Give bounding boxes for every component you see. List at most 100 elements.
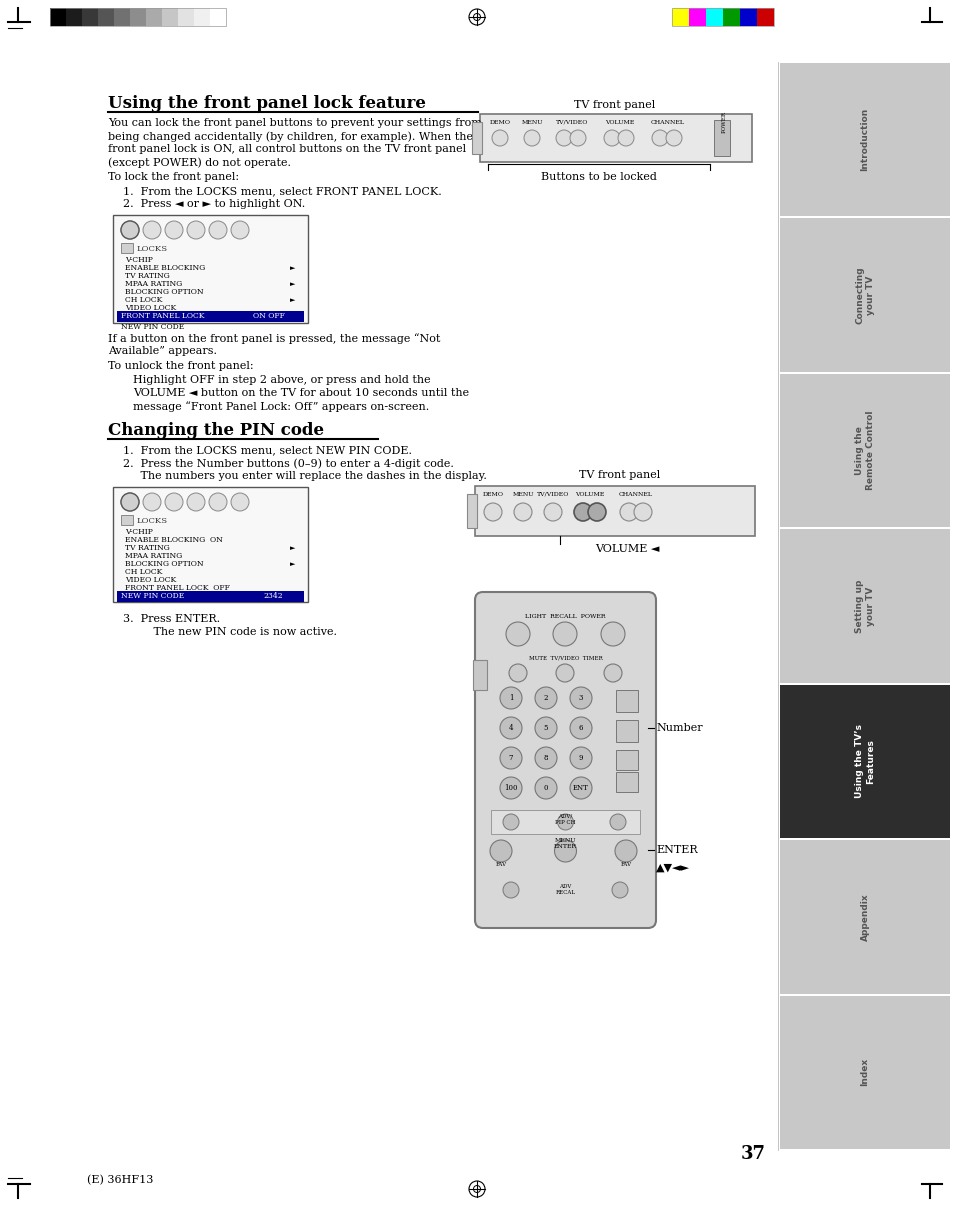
Text: Using the
Remote Control: Using the Remote Control — [855, 411, 874, 491]
Bar — [688, 8, 705, 27]
Bar — [780, 63, 949, 216]
Bar — [121, 242, 132, 253]
Text: ►: ► — [290, 560, 295, 568]
Circle shape — [231, 493, 249, 511]
Circle shape — [569, 687, 592, 709]
Text: TV/VIDEO: TV/VIDEO — [537, 492, 569, 497]
Circle shape — [499, 747, 521, 769]
Bar — [780, 529, 949, 683]
Text: 4: 4 — [508, 724, 513, 732]
Text: If a button on the front panel is pressed, the message “Not: If a button on the front panel is presse… — [108, 333, 440, 344]
Circle shape — [121, 493, 139, 511]
Text: To unlock the front panel:: To unlock the front panel: — [108, 361, 253, 371]
Circle shape — [587, 503, 605, 521]
Bar — [616, 750, 638, 769]
Circle shape — [121, 221, 139, 239]
Text: 2.  Press the Number buttons (0–9) to enter a 4-digit code.: 2. Press the Number buttons (0–9) to ent… — [123, 458, 454, 469]
Text: Appendix: Appendix — [860, 894, 868, 941]
Bar — [66, 8, 82, 27]
Text: You can lock the front panel buttons to prevent your settings from: You can lock the front panel buttons to … — [108, 118, 481, 128]
Text: NEW PIN CODE: NEW PIN CODE — [121, 323, 184, 330]
Circle shape — [612, 882, 627, 898]
Bar — [113, 8, 130, 27]
Text: TV front panel: TV front panel — [578, 470, 659, 480]
Text: FRONT PANEL LOCK: FRONT PANEL LOCK — [121, 312, 204, 320]
Bar — [479, 115, 751, 162]
Circle shape — [535, 747, 557, 769]
Bar — [82, 8, 98, 27]
Circle shape — [483, 503, 501, 521]
Bar — [616, 720, 638, 742]
Circle shape — [556, 665, 574, 683]
Bar — [475, 486, 754, 535]
Circle shape — [502, 814, 518, 830]
Text: Number: Number — [656, 724, 702, 733]
Circle shape — [514, 503, 532, 521]
Text: 3.  Press ENTER.: 3. Press ENTER. — [123, 614, 220, 624]
Text: 2342: 2342 — [263, 592, 282, 601]
Bar — [50, 8, 66, 27]
Bar — [473, 660, 486, 690]
Circle shape — [603, 130, 619, 146]
Bar — [117, 311, 304, 322]
Bar — [50, 8, 226, 27]
Text: BLOCKING OPTION: BLOCKING OPTION — [125, 560, 203, 568]
Text: LOCKS: LOCKS — [137, 245, 168, 253]
Text: MPAA RATING: MPAA RATING — [125, 552, 182, 560]
Text: 0: 0 — [543, 784, 548, 792]
Bar — [146, 8, 162, 27]
Text: ENT: ENT — [573, 784, 588, 792]
Text: ADV/
PIP CH: ADV/ PIP CH — [555, 814, 576, 825]
Text: MUTE  TV/VIDEO  TIMER: MUTE TV/VIDEO TIMER — [528, 656, 601, 661]
Text: front panel lock is ON, all control buttons on the TV front panel: front panel lock is ON, all control butt… — [108, 144, 466, 154]
Circle shape — [209, 221, 227, 239]
Text: Using the TV’s
Features: Using the TV’s Features — [855, 725, 874, 798]
Bar — [472, 122, 481, 154]
Text: The numbers you enter will replace the dashes in the display.: The numbers you enter will replace the d… — [123, 472, 486, 481]
Circle shape — [143, 493, 161, 511]
Circle shape — [187, 493, 205, 511]
Circle shape — [499, 777, 521, 800]
Circle shape — [618, 130, 634, 146]
Text: VOLUME: VOLUME — [575, 492, 604, 497]
Bar — [705, 8, 722, 27]
Text: MENU: MENU — [520, 121, 542, 125]
Text: VIDEO LOCK: VIDEO LOCK — [125, 304, 176, 312]
Circle shape — [535, 777, 557, 800]
Text: TV/VIDEO: TV/VIDEO — [556, 121, 588, 125]
Text: ►: ► — [290, 544, 295, 552]
Text: 100: 100 — [504, 784, 517, 792]
Circle shape — [569, 718, 592, 739]
Text: ENTER: ENTER — [656, 845, 697, 855]
Bar — [121, 515, 132, 525]
Text: TV front panel: TV front panel — [574, 100, 655, 110]
Bar — [491, 810, 639, 835]
Text: VOLUME: VOLUME — [604, 121, 634, 125]
Bar — [713, 121, 729, 156]
Circle shape — [651, 130, 667, 146]
Text: message “Front Panel Lock: Off” appears on-screen.: message “Front Panel Lock: Off” appears … — [132, 402, 429, 411]
Text: 1: 1 — [508, 693, 513, 702]
Text: MPAA RATING: MPAA RATING — [125, 280, 182, 288]
Text: FAV: FAV — [495, 862, 506, 867]
Bar — [722, 8, 740, 27]
Circle shape — [569, 747, 592, 769]
Circle shape — [499, 687, 521, 709]
Circle shape — [499, 718, 521, 739]
Circle shape — [543, 503, 561, 521]
FancyBboxPatch shape — [475, 592, 656, 927]
Bar — [178, 8, 193, 27]
Text: The new PIN code is now active.: The new PIN code is now active. — [136, 627, 336, 637]
Circle shape — [509, 665, 526, 683]
Circle shape — [634, 503, 651, 521]
Bar — [467, 494, 476, 528]
Circle shape — [209, 493, 227, 511]
Text: ENABLE BLOCKING: ENABLE BLOCKING — [125, 264, 205, 273]
Text: 6: 6 — [578, 724, 582, 732]
Text: 1.  From the LOCKS menu, select NEW PIN CODE.: 1. From the LOCKS menu, select NEW PIN C… — [123, 445, 412, 455]
Circle shape — [505, 622, 530, 646]
Circle shape — [187, 221, 205, 239]
Circle shape — [535, 687, 557, 709]
Text: being changed accidentally (by children, for example). When the: being changed accidentally (by children,… — [108, 131, 473, 141]
Circle shape — [556, 130, 572, 146]
